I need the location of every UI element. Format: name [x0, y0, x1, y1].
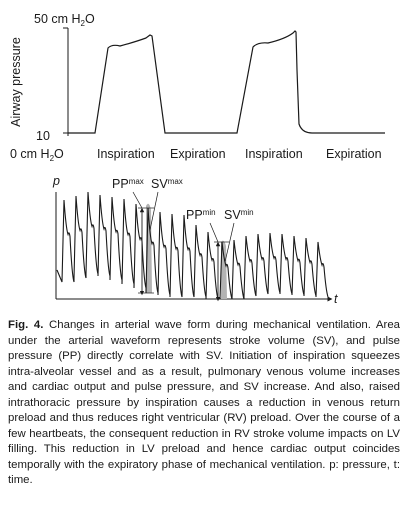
arterial-x-label: t	[334, 292, 338, 306]
airway-pressure-diagram: 50 cm H2O 10 Airway pressure 0 cm H2O In…	[9, 12, 385, 163]
phase-label-expiration-1: Expiration	[170, 147, 226, 161]
pp-min-leader	[209, 222, 219, 243]
pp-max-leader	[132, 191, 143, 209]
pp-max-label: PPmax	[112, 177, 144, 191]
airway-pressure-waveform	[68, 30, 385, 134]
phase-label-inspiration-2: Inspiration	[245, 147, 303, 161]
phase-label-expiration-2: Expiration	[326, 147, 382, 161]
figure-caption-label: Fig. 4.	[8, 319, 44, 331]
airway-y-axis-title: Airway pressure	[9, 37, 23, 127]
sv-max-leader	[149, 191, 159, 231]
airway-origin-label: 0 cm H2O	[10, 147, 64, 163]
figure-caption-text: Changes in arterial wave form during mec…	[8, 319, 400, 486]
arterial-waveform	[56, 191, 329, 300]
sv-max-label: SVmax	[151, 177, 183, 191]
arterial-y-label: p	[52, 174, 60, 188]
phase-label-inspiration-1: Inspiration	[97, 147, 155, 161]
arterial-waveform-diagram: p t PPmax SVmax PPmin SVmin	[52, 174, 338, 306]
pp-min-label: PPmin	[186, 208, 216, 222]
sv-min-area	[221, 240, 227, 299]
airway-y-min-label: 10	[36, 129, 50, 143]
figure-caption: Fig. 4. Changes in arterial wave form du…	[8, 318, 400, 489]
sv-min-leader	[224, 222, 235, 263]
airway-y-max-label: 50 cm H2O	[34, 12, 95, 28]
sv-min-label: SVmin	[224, 208, 254, 222]
